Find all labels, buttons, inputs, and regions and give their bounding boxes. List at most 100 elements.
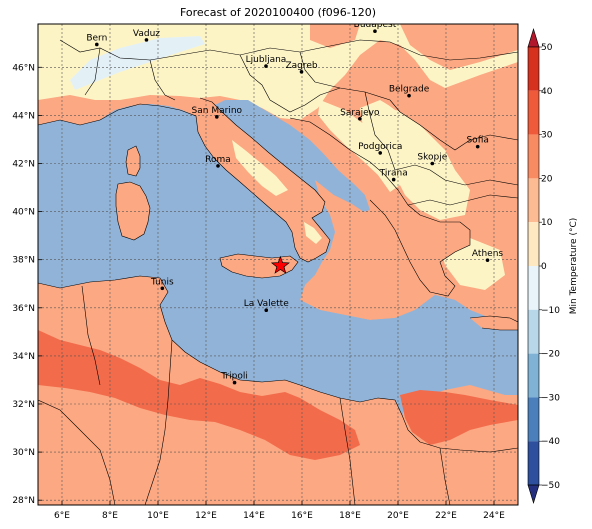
city-label: Skopje xyxy=(417,152,447,162)
colorbar-label: Min Temperature (°C) xyxy=(569,218,579,315)
lat-tick-label: 46°N xyxy=(12,63,35,73)
lat-tick-label: 32°N xyxy=(12,400,35,410)
gridlines xyxy=(38,24,518,505)
balkan-coast-land xyxy=(290,118,470,296)
colorbar-band xyxy=(528,134,539,179)
mild-zone-italy xyxy=(232,140,288,196)
city-label: Belgrade xyxy=(389,85,430,95)
colorbar-tick-label: −40 xyxy=(541,437,560,447)
city-label: Sarajevo xyxy=(340,108,380,118)
colorbar-tick-label: 0 xyxy=(541,262,547,272)
lat-tick-label: 36°N xyxy=(12,304,35,314)
lon-tick-label: 8°E xyxy=(102,511,118,521)
city-dot xyxy=(215,115,219,119)
sicily-land xyxy=(220,254,298,278)
map-frame xyxy=(37,23,519,506)
coastlines-borders xyxy=(38,39,518,505)
city-dot xyxy=(475,144,480,149)
city-label: Bern xyxy=(86,33,107,43)
city-label: San Marino xyxy=(192,106,243,116)
city-dot xyxy=(144,38,149,42)
colorbar-band xyxy=(528,178,539,223)
city-dot xyxy=(95,42,99,47)
colorbar-tick-label: 40 xyxy=(541,87,553,97)
lon-tick-label: 6°E xyxy=(54,511,70,521)
lon-tick-label: 16°E xyxy=(291,511,313,521)
city-dot xyxy=(378,151,383,155)
colorbar-band xyxy=(528,266,539,310)
colorbar-bottom-arrow xyxy=(527,484,540,505)
city-label: Tirana xyxy=(379,169,408,179)
longitude-ticks: 6°E 8°E 10°E 12°E 14°E 16°E 18°E 20°E 22°E 24°E xyxy=(54,501,505,521)
city-label: Roma xyxy=(205,155,231,165)
colorbar-band xyxy=(528,397,539,442)
city-label: Vaduz xyxy=(133,29,160,39)
city-dot xyxy=(216,164,220,168)
city-dot xyxy=(299,70,304,74)
lon-tick-label: 10°E xyxy=(147,511,169,521)
mild-zone-dinaric xyxy=(318,100,400,192)
colorbar-band xyxy=(528,309,539,354)
colorbar-band xyxy=(528,47,539,91)
colorbar-tick-label: −30 xyxy=(541,393,560,403)
city-label: Podgorica xyxy=(358,142,402,152)
colorbar-tick-label: −20 xyxy=(541,350,560,360)
sardinia-land xyxy=(116,182,150,240)
colorbar-tick-label: 50 xyxy=(541,43,553,53)
cool-zone-alps xyxy=(70,36,205,90)
warm-patch-serbia xyxy=(370,65,430,115)
city-dot xyxy=(264,64,268,68)
city-dot xyxy=(430,161,435,166)
lat-tick-label: 44°N xyxy=(12,111,35,121)
city-label: Tripoli xyxy=(220,372,248,382)
crete-land xyxy=(470,316,518,330)
lat-tick-label: 34°N xyxy=(12,352,35,362)
lat-tick-label: 40°N xyxy=(12,208,35,218)
city-label: Tunis xyxy=(150,277,174,287)
colorbar-band xyxy=(528,441,539,485)
colorbar-top-arrow xyxy=(527,27,540,48)
city-label: Athens xyxy=(472,249,503,259)
lon-tick-label: 18°E xyxy=(339,511,361,521)
city-label: La Valette xyxy=(244,299,289,309)
warm-patch-north xyxy=(310,24,360,48)
colorbar: 50 40 30 20 10 0 −10 −20 −30 −40 −50 xyxy=(527,27,560,505)
city-label: Budapest xyxy=(354,20,397,30)
colorbar-tick-label: 30 xyxy=(541,131,553,141)
mild-zone-calabria xyxy=(304,222,322,244)
lon-tick-label: 20°E xyxy=(387,511,409,521)
hot-zone-africa xyxy=(38,330,360,460)
colorbar-tick-label: 10 xyxy=(541,218,553,228)
city-dot xyxy=(264,308,269,312)
lon-tick-label: 14°E xyxy=(243,511,265,521)
lat-tick-label: 38°N xyxy=(12,256,35,266)
colorbar-tick-label: 20 xyxy=(541,174,553,184)
mild-zone-balkans xyxy=(360,100,470,220)
hot-zone-libya xyxy=(400,390,518,445)
colorbar-tick-label: −50 xyxy=(541,481,560,491)
city-dot xyxy=(391,177,396,182)
city-label: Sofia xyxy=(466,136,488,146)
city-dot xyxy=(232,380,237,385)
italy-heel xyxy=(318,190,364,218)
city-label: Zagreb xyxy=(285,61,317,71)
lon-tick-label: 22°E xyxy=(435,511,457,521)
lon-tick-label: 24°E xyxy=(483,511,505,521)
lat-tick-label: 30°N xyxy=(12,448,35,458)
warm-patch-northeast xyxy=(400,24,518,70)
city-label: Ljubljana xyxy=(246,55,287,65)
colorbar-tick-label: −10 xyxy=(541,306,560,316)
city-dot xyxy=(407,93,411,98)
lat-tick-label: 42°N xyxy=(12,159,35,169)
latitude-ticks: 46°N 44°N 42°N 40°N 38°N 36°N 34°N 32°N 30°N 28°N xyxy=(12,63,42,506)
city-dot xyxy=(373,29,377,34)
city-dot xyxy=(160,286,165,291)
corsica-land xyxy=(126,146,140,176)
colorbar-band xyxy=(528,222,539,266)
colorbar-band xyxy=(528,90,539,135)
forecast-point-star[interactable] xyxy=(270,255,290,274)
lon-tick-label: 12°E xyxy=(195,511,217,521)
